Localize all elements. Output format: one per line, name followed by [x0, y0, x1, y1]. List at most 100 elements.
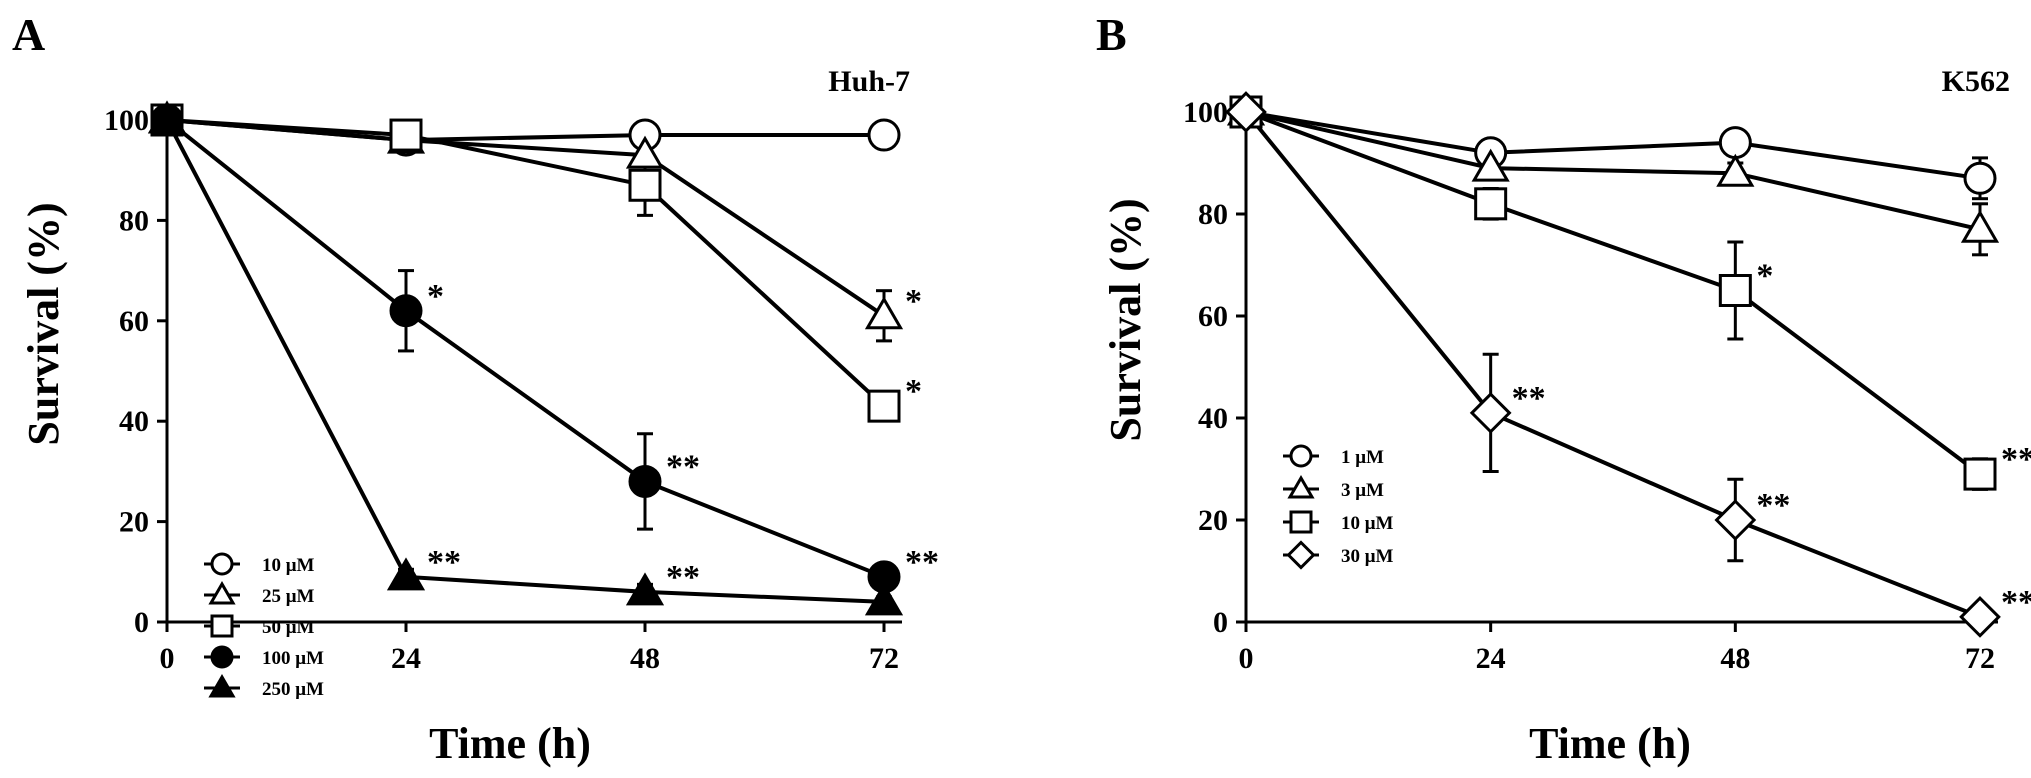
legend-label: 3 μM [1341, 480, 1384, 501]
y-axis-label: Survival (%) [1101, 198, 1150, 441]
data-point [628, 168, 662, 202]
data-point [1960, 209, 2000, 243]
legend-item: 10 μM [204, 552, 315, 576]
y-tick-label: 40 [119, 405, 149, 438]
legend-label: 50 μM [262, 617, 315, 638]
legend: 1 μM 3 μM 10 μM 30 μM [1283, 444, 1394, 570]
y-tick-label: 0 [134, 606, 149, 639]
data-point [386, 557, 426, 591]
y-tick-label: 20 [1198, 504, 1228, 537]
series-line [165, 119, 885, 604]
x-tick-label: 72 [869, 642, 899, 675]
chart-title: K562 [1942, 65, 2010, 98]
legend-item: 25 μM [204, 581, 315, 607]
legend-marker [210, 645, 234, 669]
legend-label: 30 μM [1341, 546, 1394, 567]
legend-item: 3 μM [1283, 475, 1384, 501]
legend-item: 30 μM [1283, 540, 1394, 570]
significance-label: ** [427, 544, 461, 581]
legend-label: 250 μM [262, 679, 324, 700]
series-line [1245, 110, 1981, 181]
legend-marker [1289, 510, 1313, 534]
data-point [147, 100, 187, 134]
data-point [1714, 499, 1757, 541]
legend-item: 1 μM [1283, 444, 1384, 468]
data-point [389, 294, 423, 328]
x-tick-label: 24 [391, 642, 421, 675]
x-tick-label: 0 [1239, 642, 1254, 675]
legend-label: 10 μM [262, 555, 315, 576]
significance-label: ** [905, 544, 939, 581]
series-line [166, 118, 886, 318]
series-line [166, 118, 886, 408]
data-point [625, 572, 665, 606]
data-point [864, 582, 904, 616]
data-point [864, 296, 904, 330]
x-tick-label: 48 [630, 642, 660, 675]
data-point [1718, 274, 1752, 307]
significance-label: * [427, 278, 444, 315]
legend-marker [208, 581, 236, 605]
x-tick-label: 72 [1965, 642, 1995, 675]
legend-marker [1287, 475, 1315, 499]
series-line [1245, 110, 1981, 232]
x-tick-label: 48 [1720, 642, 1750, 675]
data-point [867, 389, 901, 423]
x-axis-label: Time (h) [429, 719, 591, 768]
data-point [1963, 161, 1997, 195]
significance-label: * [905, 373, 922, 410]
y-tick-label: 20 [119, 506, 149, 539]
x-axis-label: Time (h) [1529, 719, 1691, 768]
y-tick-label: 100 [1183, 96, 1228, 129]
significance-label: ** [666, 448, 700, 485]
legend: 10 μM 25 μM 50 μM 100 μM 250 μM [204, 552, 324, 700]
data-point [628, 464, 662, 498]
data-point [1718, 126, 1752, 160]
data-point [625, 135, 665, 169]
data-point [867, 118, 901, 152]
legend-label: 10 μM [1341, 513, 1394, 534]
data-point [1963, 457, 1997, 491]
legend-marker [1286, 540, 1316, 570]
legend-item: 10 μM [1283, 510, 1394, 534]
x-tick-label: 0 [160, 642, 175, 675]
y-tick-label: 80 [119, 204, 149, 237]
y-tick-label: 100 [104, 104, 149, 137]
data-point [1716, 153, 1755, 187]
data-point [389, 118, 423, 152]
significance-label: ** [1512, 380, 1546, 417]
significance-label: ** [2001, 441, 2031, 478]
significance-label: ** [666, 559, 700, 596]
data-point [1225, 91, 1267, 133]
legend-label: 25 μM [262, 586, 315, 607]
series-line [165, 118, 885, 579]
y-tick-label: 0 [1213, 606, 1228, 639]
data-point [1474, 187, 1508, 221]
legend-label: 100 μM [262, 648, 324, 669]
data-point [1959, 596, 2001, 638]
panel-label: B [1096, 9, 1127, 60]
significance-label: * [1756, 258, 1773, 295]
y-tick-label: 60 [119, 305, 149, 338]
legend-item: 100 μM [204, 645, 324, 669]
y-tick-label: 60 [1198, 300, 1228, 333]
legend-marker [1289, 444, 1313, 468]
y-tick-label: 40 [1198, 402, 1228, 435]
series-line [1244, 110, 1981, 619]
panel-label: A [12, 9, 45, 60]
legend-marker [208, 674, 236, 698]
significance-label: ** [1756, 487, 1790, 524]
legend-marker [210, 552, 234, 576]
data-point [1469, 392, 1512, 434]
panel-a: A Huh-7 Survival (%) Time (h) 0 20 40 60 80 1… [12, 9, 939, 768]
significance-label: ** [2001, 584, 2031, 621]
y-axis-label: Survival (%) [19, 202, 68, 445]
legend-item: 250 μM [204, 674, 324, 700]
y-tick-label: 80 [1198, 198, 1228, 231]
legend-item: 50 μM [204, 614, 315, 638]
series-line [1245, 110, 1982, 476]
panel-b: B K562 Survival (%) Time (h) 0 20 40 60 80 10… [1096, 9, 2031, 768]
x-tick-label: 24 [1476, 642, 1506, 675]
legend-marker [210, 614, 234, 638]
